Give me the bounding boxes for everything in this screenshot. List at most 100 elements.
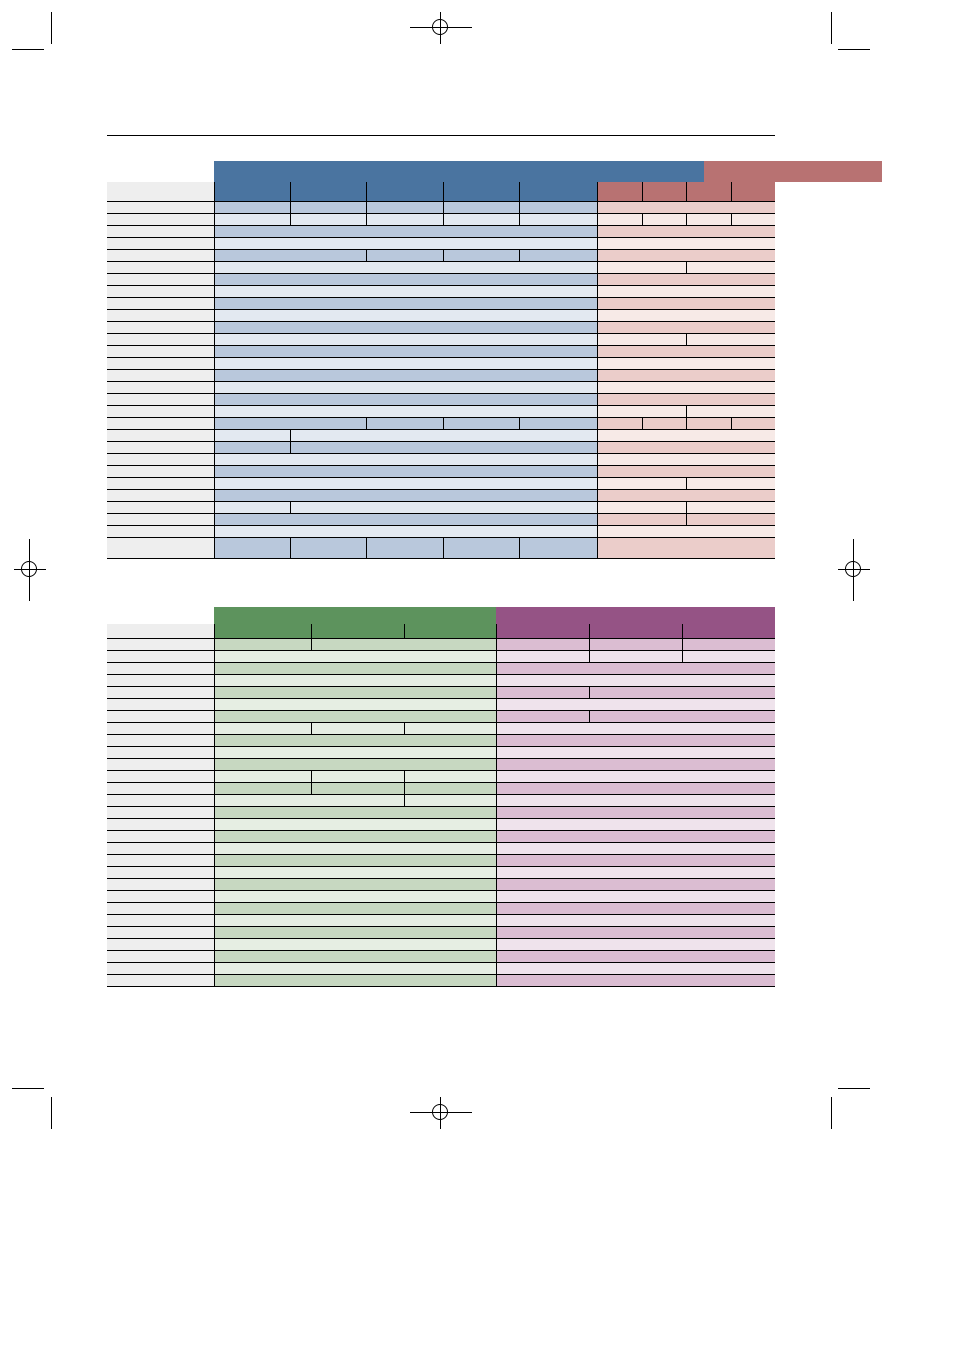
table2-row: [107, 624, 775, 639]
table2-row: [107, 855, 775, 867]
column-separator: [496, 807, 497, 818]
column-separator: [496, 639, 497, 650]
column-separator: [496, 915, 497, 926]
column-separator: [496, 759, 497, 770]
cell-divider: [589, 651, 590, 662]
column-separator: [214, 538, 215, 558]
column-separator: [214, 406, 215, 417]
cell-divider: [686, 514, 687, 525]
table2-row-label: [107, 843, 214, 854]
cell-divider: [686, 502, 687, 513]
table2-row-label: [107, 963, 214, 974]
column-separator: [214, 382, 215, 393]
table1-group-b-cell: [597, 394, 775, 405]
column-separator: [496, 711, 497, 722]
column-separator: [214, 202, 215, 213]
column-separator: [597, 418, 598, 429]
cell-divider: [519, 538, 520, 558]
cell-divider: [290, 182, 291, 201]
cell-divider: [290, 442, 291, 453]
table2-row-label: [107, 975, 214, 986]
table2-group-a-cell: [214, 723, 496, 734]
table2-row: [107, 795, 775, 807]
cell-divider: [366, 214, 367, 225]
table2-group-b-cell: [496, 735, 775, 746]
cell-divider: [682, 624, 683, 638]
cell-divider: [589, 639, 590, 650]
table2-group-a-cell: [214, 975, 496, 986]
column-separator: [496, 951, 497, 962]
table2-row: [107, 783, 775, 795]
column-separator: [214, 915, 215, 926]
table2-row: [107, 867, 775, 879]
table2-row-label: [107, 831, 214, 842]
column-separator: [597, 202, 598, 213]
column-separator: [214, 322, 215, 333]
column-separator: [214, 274, 215, 285]
column-separator: [597, 538, 598, 558]
cell-divider: [404, 723, 405, 734]
table2-group-a-cell: [214, 687, 496, 698]
column-separator: [214, 711, 215, 722]
table2-group-b-cell: [496, 807, 775, 818]
column-separator: [214, 651, 215, 662]
table1-group-a-cell: [214, 466, 597, 477]
column-separator: [597, 502, 598, 513]
cell-divider: [589, 624, 590, 638]
table2-row: [107, 927, 775, 939]
comparison-table-2: [107, 607, 775, 987]
cell-divider: [731, 214, 732, 225]
column-separator: [214, 418, 215, 429]
column-separator: [496, 651, 497, 662]
cell-divider: [443, 182, 444, 201]
table2-row: [107, 975, 775, 987]
table1-row-label: [107, 382, 214, 393]
table1-group-b-cell: [597, 370, 775, 381]
table1-row-label: [107, 346, 214, 357]
cell-divider: [443, 214, 444, 225]
column-separator: [214, 182, 215, 201]
table1-row-label: [107, 214, 214, 225]
cell-divider: [311, 783, 312, 794]
table2-row-label: [107, 723, 214, 734]
table2-group-b-cell: [496, 867, 775, 878]
cell-divider: [290, 538, 291, 558]
table2-group-b-cell: [496, 879, 775, 890]
column-separator: [597, 526, 598, 537]
column-separator: [597, 226, 598, 237]
table2-group-a-cell: [214, 927, 496, 938]
column-separator: [214, 747, 215, 758]
column-separator: [496, 963, 497, 974]
table2-group-a-cell: [214, 783, 496, 794]
table2-row: [107, 747, 775, 759]
table2-group-a-cell: [214, 735, 496, 746]
table2-row-label: [107, 663, 214, 674]
cell-divider: [443, 418, 444, 429]
table1-group-b-cell: [597, 298, 775, 309]
table2-group-a-cell: [214, 879, 496, 890]
table1-group-a-cell: [214, 442, 597, 453]
table1-row-label: [107, 442, 214, 453]
table1-group-a-cell: [214, 298, 597, 309]
table1-row: [107, 538, 775, 559]
table1-group-b-cell: [597, 442, 775, 453]
column-separator: [597, 370, 598, 381]
table1-group-b-cell: [597, 490, 775, 501]
cell-divider: [404, 624, 405, 638]
column-separator: [214, 807, 215, 818]
table1-group-a-cell: [214, 262, 597, 273]
table1-group-b-cell: [597, 466, 775, 477]
column-separator: [496, 819, 497, 830]
crop-mark-tl-h: [12, 49, 44, 50]
table1-row: [107, 430, 775, 442]
table2-row: [107, 939, 775, 951]
table1-group-b-cell: [597, 322, 775, 333]
table1-group-b-cell: [597, 538, 775, 558]
table2-group-a-cell: [214, 639, 496, 650]
column-separator: [214, 975, 215, 986]
table2-row: [107, 891, 775, 903]
table1-row: [107, 526, 775, 538]
column-separator: [496, 783, 497, 794]
table1-row-label: [107, 250, 214, 261]
column-separator: [597, 346, 598, 357]
